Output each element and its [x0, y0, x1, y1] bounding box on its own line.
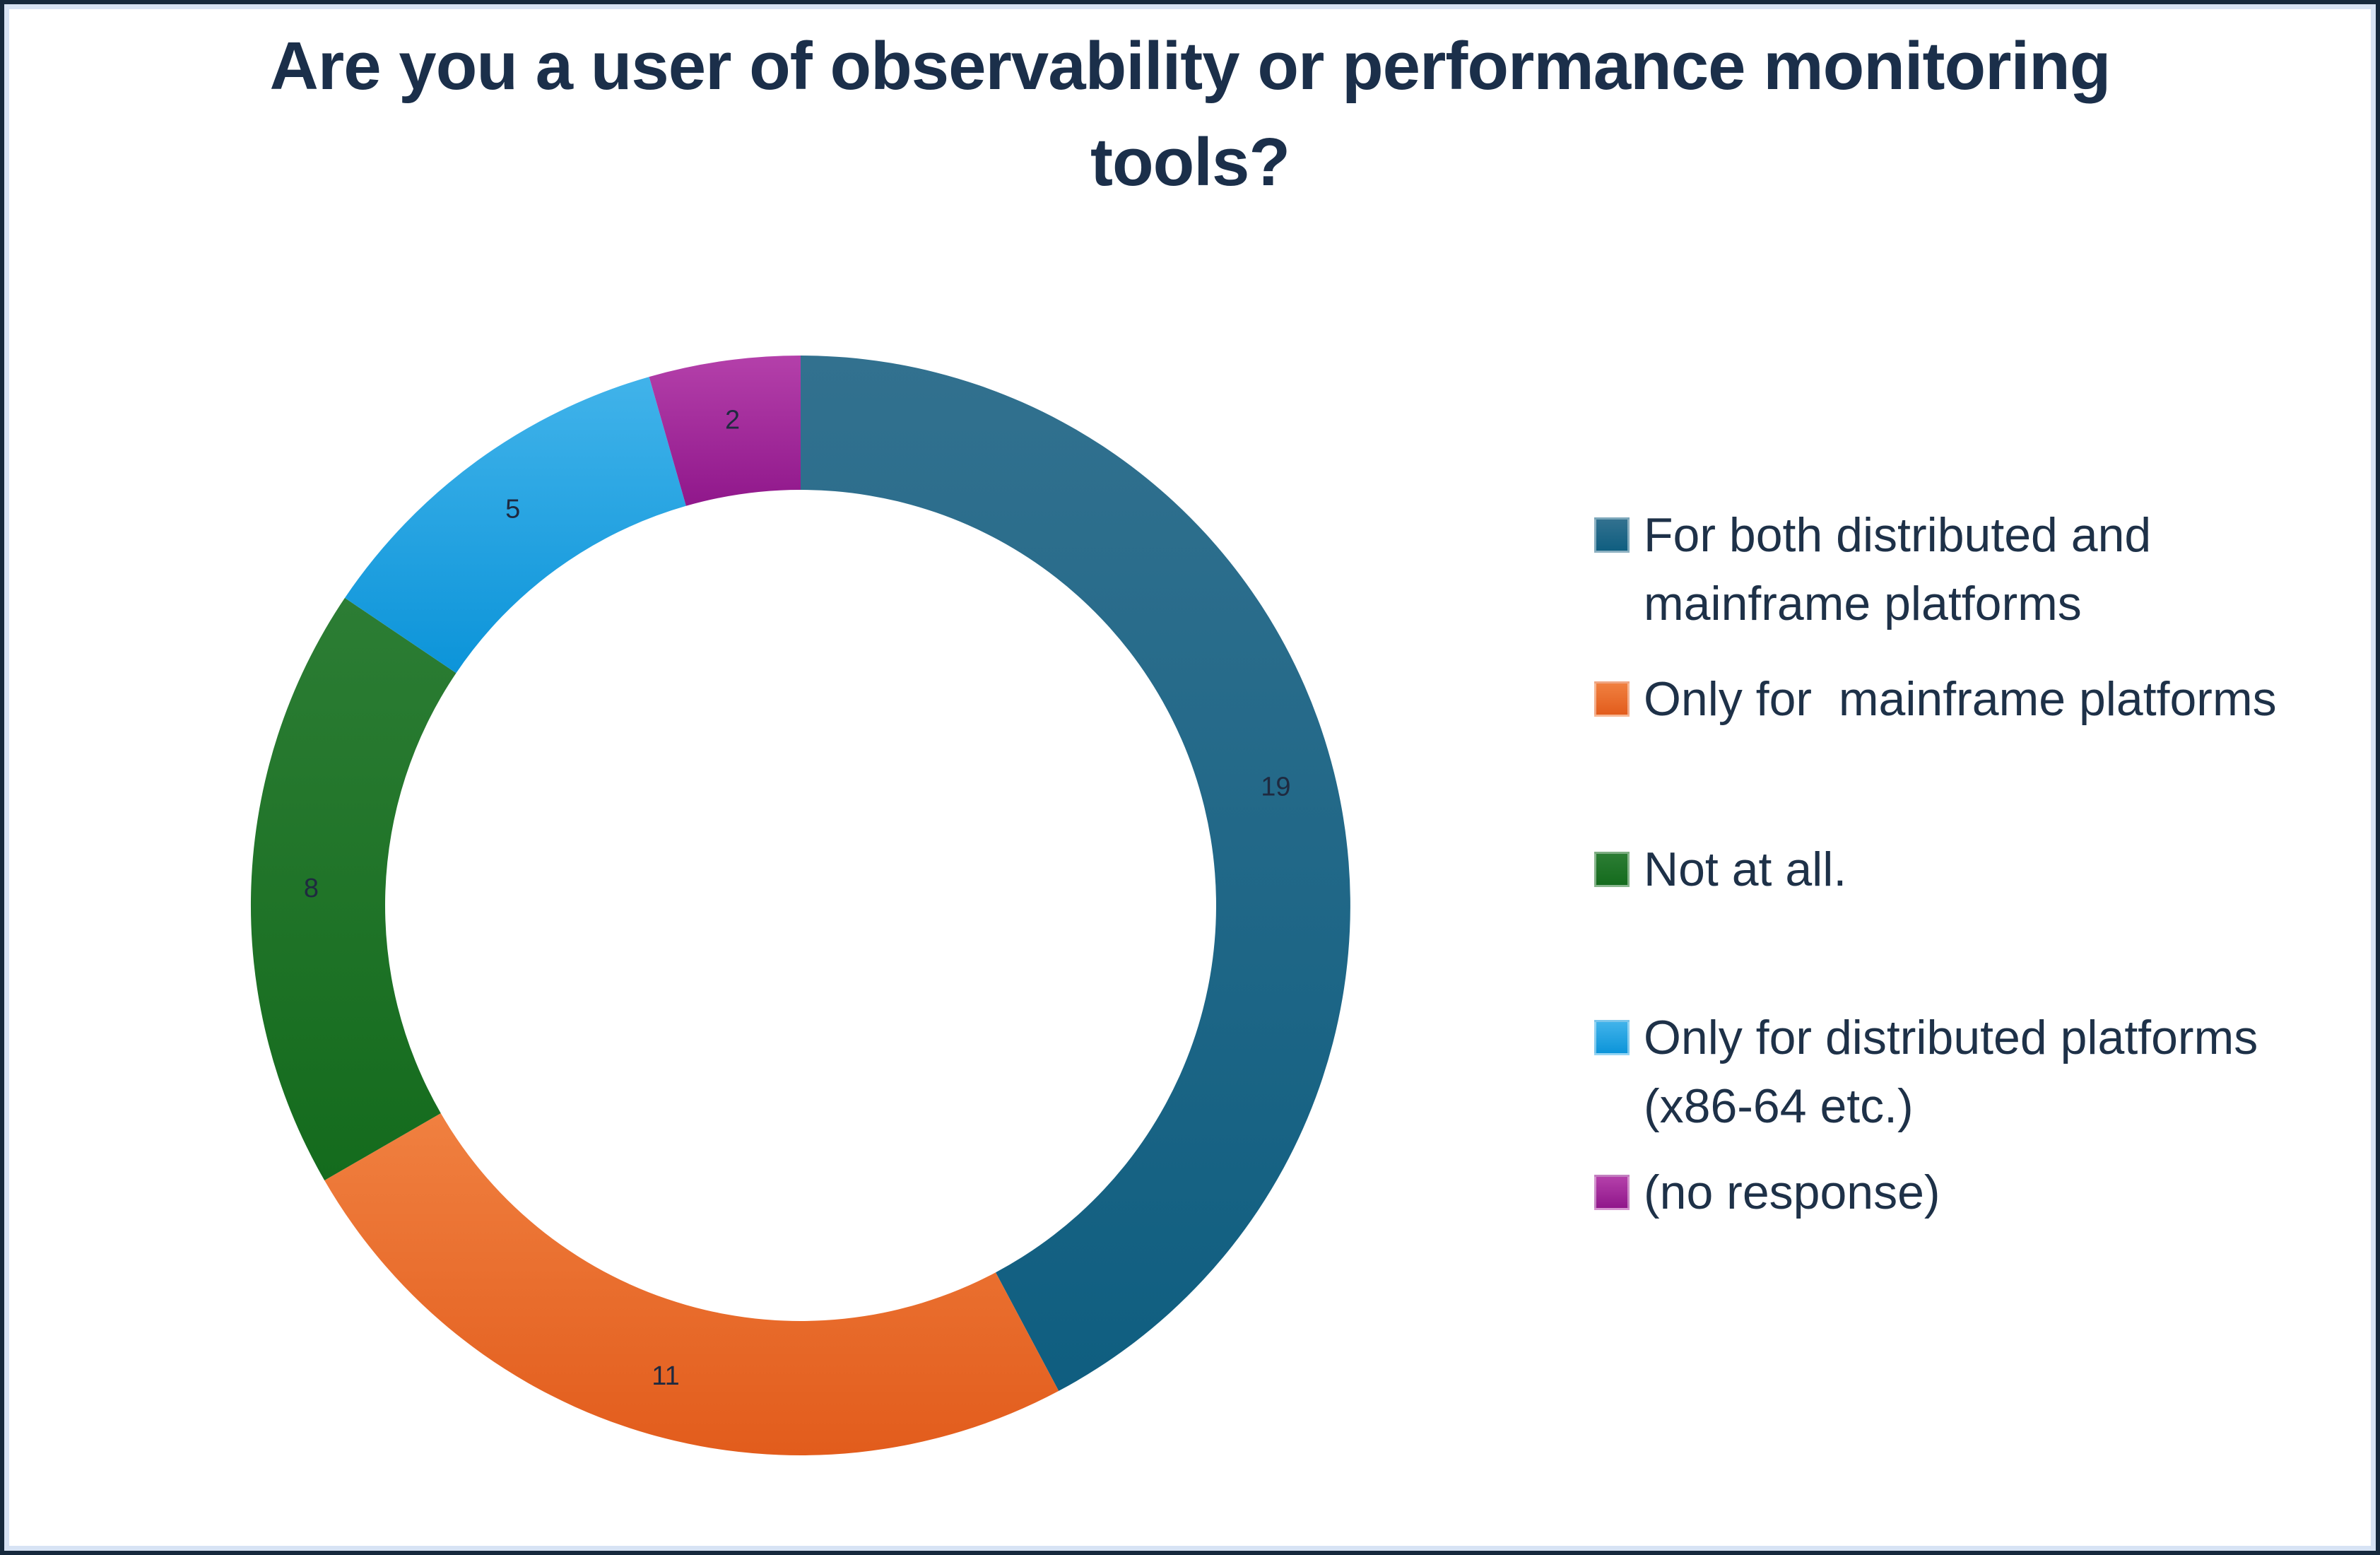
pie-slice-4 [649, 356, 801, 506]
slice-value-label-3: 5 [505, 494, 520, 524]
chart-title-line2: tools? [1090, 124, 1290, 201]
slice-value-label-4: 2 [725, 406, 740, 435]
slice-value-label-0: 19 [1261, 772, 1290, 802]
slice-value-label-2: 8 [304, 874, 319, 903]
chart-title: Are you a user of observability or perfo… [0, 18, 2380, 211]
chart-title-line1: Are you a user of observability or perfo… [269, 28, 2111, 104]
pie-slice-3 [345, 377, 686, 674]
pie-slice-0 [801, 356, 1350, 1391]
pie-slice-2 [250, 597, 456, 1180]
slice-value-label-1: 11 [652, 1361, 679, 1391]
pie-slice-1 [324, 1113, 1059, 1455]
